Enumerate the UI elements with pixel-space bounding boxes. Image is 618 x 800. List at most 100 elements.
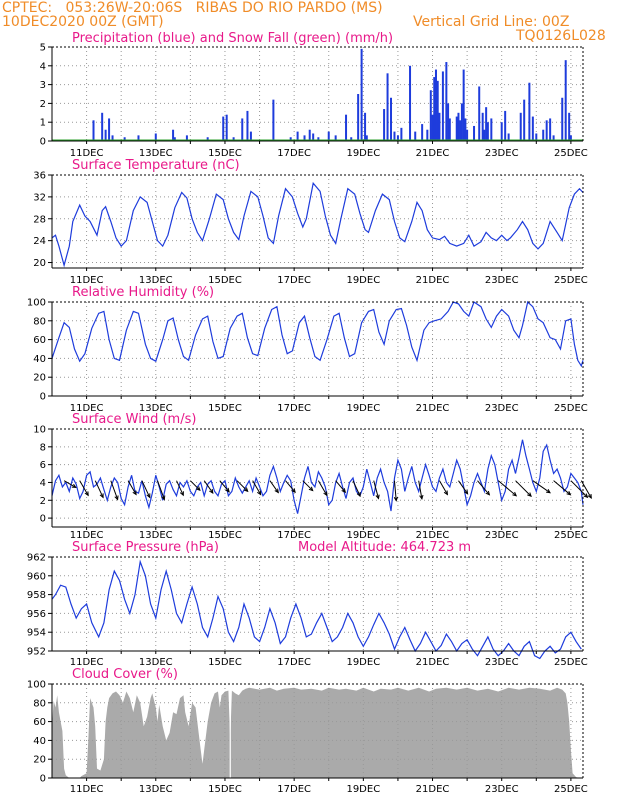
precip-bar bbox=[549, 118, 552, 141]
precip-bar bbox=[400, 127, 403, 141]
wind-vector bbox=[335, 480, 346, 493]
xtick-label: 21DEC bbox=[416, 784, 450, 795]
wind-vector bbox=[63, 480, 77, 488]
wind-vector bbox=[373, 480, 379, 499]
xtick-label: 13DEC bbox=[139, 403, 173, 414]
precip-bar bbox=[249, 131, 252, 141]
wind-arrowhead bbox=[114, 495, 119, 501]
wind-arrowhead bbox=[583, 493, 589, 499]
wind-arrowhead bbox=[393, 496, 399, 502]
xtick-label: 19DEC bbox=[346, 657, 380, 668]
xtick-label: 25DEC bbox=[554, 403, 588, 414]
xtick-label: 23DEC bbox=[485, 148, 519, 159]
xtick-label: 13DEC bbox=[139, 530, 173, 541]
xtick-label: 15DEC bbox=[208, 148, 242, 159]
ytick-label: 10 bbox=[33, 425, 46, 436]
ytick-label: 0 bbox=[40, 514, 46, 525]
precip-bar bbox=[445, 62, 448, 141]
wind-arrowhead bbox=[71, 483, 77, 488]
temp-line bbox=[51, 181, 584, 268]
xtick-label: 13DEC bbox=[139, 657, 173, 668]
precip-bar bbox=[429, 90, 432, 141]
ytick-label: 60 bbox=[33, 717, 46, 728]
cloud-gap bbox=[229, 690, 231, 778]
ytick-label: 1 bbox=[40, 118, 46, 129]
wind-arrowhead bbox=[274, 488, 279, 494]
wind-arrowhead bbox=[419, 494, 424, 501]
wind-arrowhead bbox=[566, 490, 572, 496]
wind-arrowhead bbox=[225, 487, 230, 493]
precip-bar bbox=[414, 131, 417, 141]
precip-bar bbox=[303, 135, 306, 141]
wind-arrowhead bbox=[195, 486, 201, 492]
precip-bar bbox=[528, 82, 531, 141]
xtick-label: 25DEC bbox=[554, 784, 588, 795]
ytick-label: 952 bbox=[27, 647, 46, 658]
precip-bar bbox=[390, 97, 393, 141]
xtick-label: 15DEC bbox=[208, 403, 242, 414]
precip-bar bbox=[232, 137, 235, 141]
xtick-label: 21DEC bbox=[416, 275, 450, 286]
precip-bar bbox=[434, 69, 437, 141]
wind-vector bbox=[317, 480, 328, 496]
wind-vector bbox=[252, 480, 262, 495]
precip-bar bbox=[466, 129, 469, 141]
precip-bar bbox=[545, 120, 548, 141]
wind-vector bbox=[418, 480, 423, 499]
wind-arrowhead bbox=[308, 486, 314, 492]
header-run-code: TQ0126L028 bbox=[516, 28, 606, 44]
wind-vector bbox=[458, 480, 469, 495]
precip-bar bbox=[542, 129, 545, 141]
wind-arrowhead bbox=[84, 491, 89, 497]
precip-bar bbox=[241, 118, 244, 141]
precip-bar bbox=[455, 116, 458, 141]
precip-bar bbox=[473, 125, 476, 141]
wind-vector bbox=[570, 480, 588, 498]
wind-vector bbox=[285, 480, 296, 493]
xtick-label: 13DEC bbox=[139, 784, 173, 795]
precip-bar bbox=[396, 135, 399, 141]
precip-bar bbox=[507, 133, 510, 141]
xtick-label: 17DEC bbox=[277, 784, 311, 795]
wind-vector bbox=[141, 480, 151, 498]
wind-line bbox=[51, 439, 584, 514]
precip-bar bbox=[393, 131, 396, 141]
ytick-label: 40 bbox=[33, 354, 46, 365]
ytick-label: 3 bbox=[40, 80, 46, 91]
precip-bar bbox=[111, 135, 114, 141]
wind-vector bbox=[110, 480, 119, 500]
precip-bar bbox=[108, 118, 111, 141]
xtick-label: 23DEC bbox=[485, 275, 519, 286]
wind-vector bbox=[176, 480, 184, 496]
xtick-label: 19DEC bbox=[346, 403, 380, 414]
wind-vector bbox=[352, 480, 361, 497]
wind-arrowhead bbox=[179, 491, 184, 497]
xtick-label: 25DEC bbox=[554, 657, 588, 668]
xtick-label: 21DEC bbox=[416, 148, 450, 159]
wind-arrowhead bbox=[209, 488, 214, 494]
precip-bar bbox=[206, 137, 209, 141]
ytick-label: 80 bbox=[33, 316, 46, 327]
precip-bar bbox=[308, 129, 311, 141]
xtick-label: 21DEC bbox=[416, 403, 450, 414]
wind-vector bbox=[79, 480, 89, 496]
wind-arrowhead bbox=[257, 490, 262, 496]
wind-vector bbox=[203, 480, 214, 494]
wind-vector bbox=[190, 480, 201, 491]
precip-bar bbox=[104, 129, 107, 141]
precip-bar bbox=[246, 110, 249, 141]
precip-bar bbox=[448, 118, 451, 141]
xtick-label: 13DEC bbox=[139, 275, 173, 286]
precip-bar bbox=[123, 137, 126, 141]
xtick-label: 11DEC bbox=[70, 784, 104, 795]
precip-bar bbox=[486, 122, 489, 141]
precip-bar bbox=[478, 86, 481, 141]
xtick-label: 19DEC bbox=[346, 530, 380, 541]
wind-vector bbox=[477, 480, 490, 496]
precip-bar bbox=[564, 60, 567, 141]
precip-bar bbox=[317, 137, 320, 141]
precip-bar bbox=[438, 112, 441, 141]
precip-bar bbox=[350, 137, 353, 141]
ytick-label: 960 bbox=[27, 571, 46, 582]
ytick-label: 24 bbox=[33, 236, 46, 247]
